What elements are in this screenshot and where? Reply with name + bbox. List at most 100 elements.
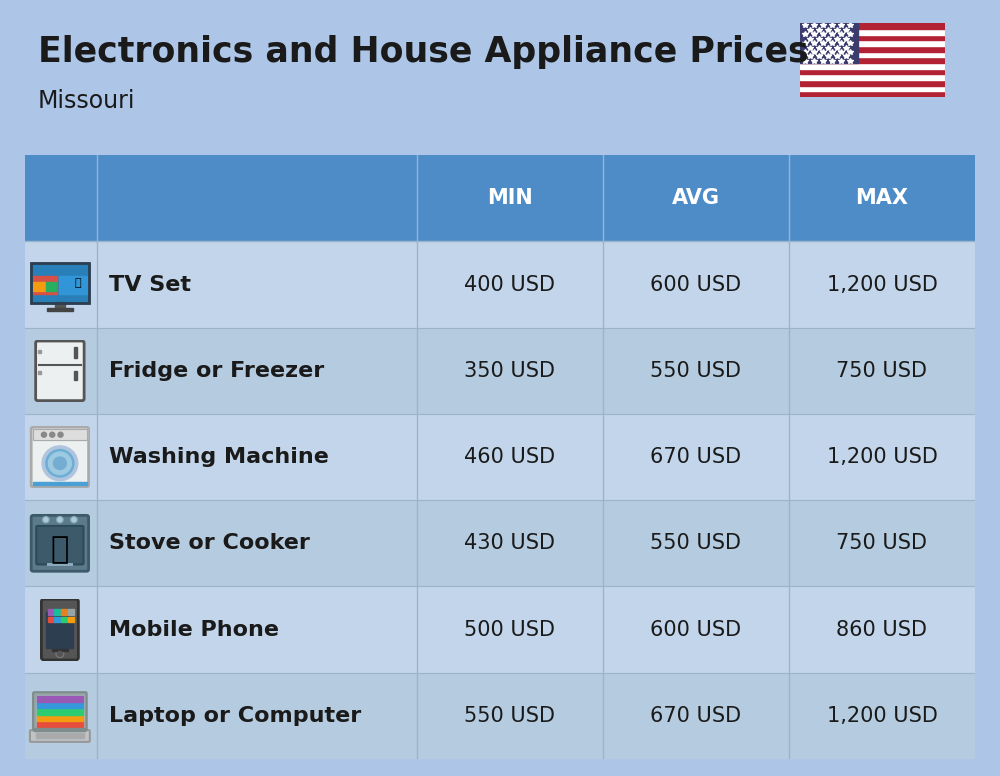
Text: Mobile Phone: Mobile Phone: [109, 619, 279, 639]
Text: 550 USD: 550 USD: [650, 361, 741, 381]
Text: 500 USD: 500 USD: [464, 619, 555, 639]
Bar: [800, 68, 945, 74]
Bar: [25, 587, 975, 673]
Text: MIN: MIN: [487, 189, 533, 208]
FancyBboxPatch shape: [36, 341, 84, 400]
Bar: [800, 63, 945, 68]
Bar: [25, 241, 975, 327]
Bar: [37, 721, 83, 727]
Text: 550 USD: 550 USD: [650, 533, 741, 553]
Bar: [48, 616, 54, 622]
Text: MAX: MAX: [855, 189, 908, 208]
Text: TV Set: TV Set: [109, 275, 191, 295]
Circle shape: [57, 517, 63, 523]
Bar: [800, 92, 945, 97]
Bar: [36, 733, 84, 738]
Text: 460 USD: 460 USD: [464, 447, 555, 467]
Bar: [31, 263, 89, 303]
Bar: [37, 715, 83, 721]
Circle shape: [48, 452, 71, 474]
FancyBboxPatch shape: [36, 526, 83, 564]
Bar: [800, 29, 945, 35]
Bar: [48, 609, 54, 615]
Text: 750 USD: 750 USD: [836, 361, 927, 381]
Bar: [37, 708, 83, 715]
Bar: [68, 609, 74, 615]
Bar: [800, 23, 945, 29]
Text: 1,200 USD: 1,200 USD: [827, 706, 937, 726]
Text: AVG: AVG: [672, 189, 720, 208]
Circle shape: [43, 517, 49, 523]
Text: 430 USD: 430 USD: [464, 533, 555, 553]
Circle shape: [71, 517, 77, 523]
Circle shape: [41, 432, 46, 437]
Bar: [800, 85, 945, 92]
Bar: [46, 282, 56, 291]
Text: Stove or Cooker: Stove or Cooker: [109, 533, 310, 553]
Bar: [33, 282, 45, 291]
Bar: [61, 616, 67, 622]
Bar: [47, 563, 73, 566]
Text: 400 USD: 400 USD: [464, 275, 555, 295]
Bar: [33, 429, 87, 440]
Bar: [800, 23, 858, 63]
Bar: [74, 371, 77, 380]
Bar: [25, 501, 975, 587]
Circle shape: [50, 432, 55, 437]
Bar: [34, 728, 85, 731]
Bar: [25, 155, 975, 241]
Text: Laptop or Computer: Laptop or Computer: [109, 706, 361, 726]
Bar: [800, 74, 945, 80]
Text: Electronics and House Appliance Prices: Electronics and House Appliance Prices: [38, 35, 809, 69]
Bar: [25, 673, 975, 759]
Bar: [54, 616, 60, 622]
Bar: [59, 276, 87, 294]
Text: 600 USD: 600 USD: [650, 275, 741, 295]
Bar: [25, 327, 975, 414]
Bar: [37, 702, 83, 708]
Bar: [800, 57, 945, 63]
FancyBboxPatch shape: [41, 599, 78, 660]
FancyBboxPatch shape: [30, 730, 90, 742]
Bar: [31, 263, 89, 303]
Bar: [33, 429, 87, 440]
Bar: [33, 276, 57, 294]
Text: 750 USD: 750 USD: [836, 533, 927, 553]
FancyBboxPatch shape: [31, 428, 89, 487]
Text: 670 USD: 670 USD: [650, 706, 741, 726]
Bar: [800, 46, 945, 52]
Bar: [25, 414, 975, 501]
Bar: [38, 371, 41, 374]
Circle shape: [72, 518, 76, 521]
Bar: [55, 302, 65, 310]
Bar: [33, 482, 87, 485]
Text: 1,200 USD: 1,200 USD: [827, 275, 937, 295]
Text: 1,200 USD: 1,200 USD: [827, 447, 937, 467]
Text: Washing Machine: Washing Machine: [109, 447, 329, 467]
Bar: [800, 35, 945, 40]
Circle shape: [44, 518, 48, 521]
Bar: [38, 350, 41, 353]
Bar: [47, 307, 73, 310]
Circle shape: [42, 446, 78, 480]
Text: 📶: 📶: [74, 279, 81, 289]
FancyBboxPatch shape: [33, 692, 87, 731]
Bar: [800, 80, 945, 85]
FancyBboxPatch shape: [31, 515, 89, 571]
Text: 🔥: 🔥: [51, 535, 69, 564]
Bar: [46, 612, 73, 648]
Bar: [800, 40, 945, 46]
Text: 550 USD: 550 USD: [464, 706, 555, 726]
Circle shape: [58, 518, 62, 521]
Bar: [52, 649, 68, 650]
Bar: [31, 263, 89, 303]
Bar: [68, 616, 74, 622]
Text: 860 USD: 860 USD: [836, 619, 927, 639]
Text: 670 USD: 670 USD: [650, 447, 741, 467]
Bar: [74, 347, 77, 359]
Bar: [37, 696, 83, 727]
Circle shape: [56, 650, 64, 657]
Circle shape: [46, 449, 74, 477]
Text: Missouri: Missouri: [38, 89, 136, 113]
Bar: [800, 52, 945, 57]
